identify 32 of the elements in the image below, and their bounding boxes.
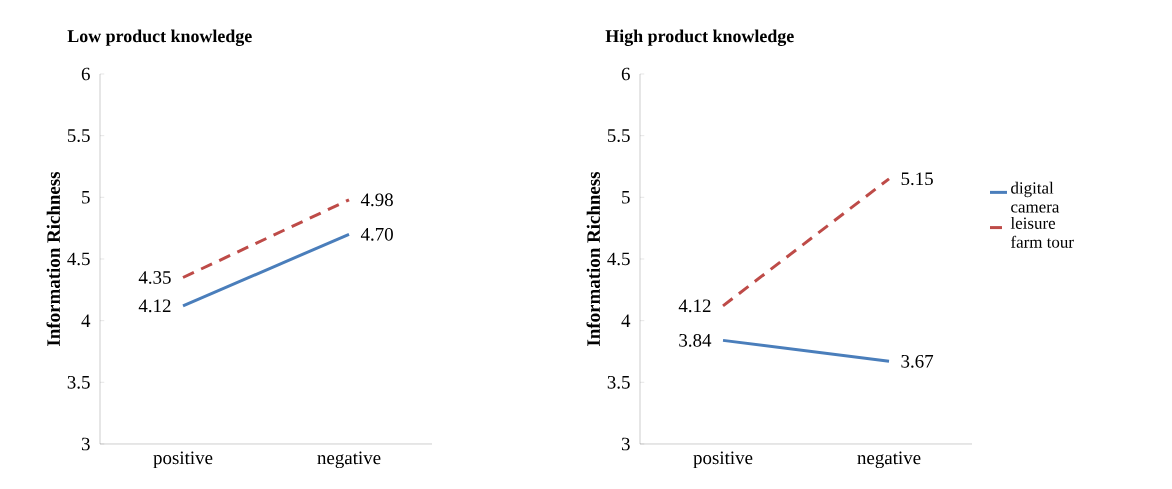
y-tick-label: 5 (82, 191, 90, 204)
y-tick-label: 4 (621, 314, 631, 327)
y-tick-label: 6 (81, 67, 90, 81)
data-label: 5.15 (901, 172, 933, 186)
chart-title: High product knowledge (605, 29, 794, 46)
data-label: 4.98 (360, 193, 393, 207)
data-label: 4.70 (360, 227, 393, 241)
x-tick-label: negative (857, 451, 921, 469)
y-tick-label: 6 (621, 67, 630, 81)
y-tick-label: 4 (81, 314, 91, 327)
data-label: 4.35 (138, 271, 171, 284)
y-tick-label: 4.5 (67, 252, 90, 266)
y-tick-label: 4.5 (607, 252, 630, 266)
y-tick-label: 5 (622, 191, 630, 204)
y-tick-label: 3.5 (607, 375, 630, 389)
data-label: 3.84 (679, 333, 712, 347)
y-tick-label: 5.5 (67, 129, 90, 142)
y-axis-title: Information Richness (586, 171, 600, 346)
data-label: 3.67 (901, 354, 934, 368)
data-label: 4.12 (678, 299, 711, 313)
y-tick-label: 3 (81, 437, 90, 451)
chart-title: Low product knowledge (67, 29, 252, 46)
y-axis-title: Information Richness (46, 171, 60, 346)
x-tick-label: negative (317, 451, 381, 469)
x-tick-label: positive (153, 451, 213, 469)
data-label: 4.12 (138, 299, 171, 313)
y-tick-label: 3 (621, 437, 630, 451)
y-tick-label: 3.5 (67, 375, 90, 389)
y-tick-label: 5.5 (607, 129, 630, 142)
legend-label: leisure farm tour (1010, 216, 1074, 248)
legend-label: digital camera (1011, 181, 1060, 213)
x-tick-label: positive (693, 451, 753, 469)
